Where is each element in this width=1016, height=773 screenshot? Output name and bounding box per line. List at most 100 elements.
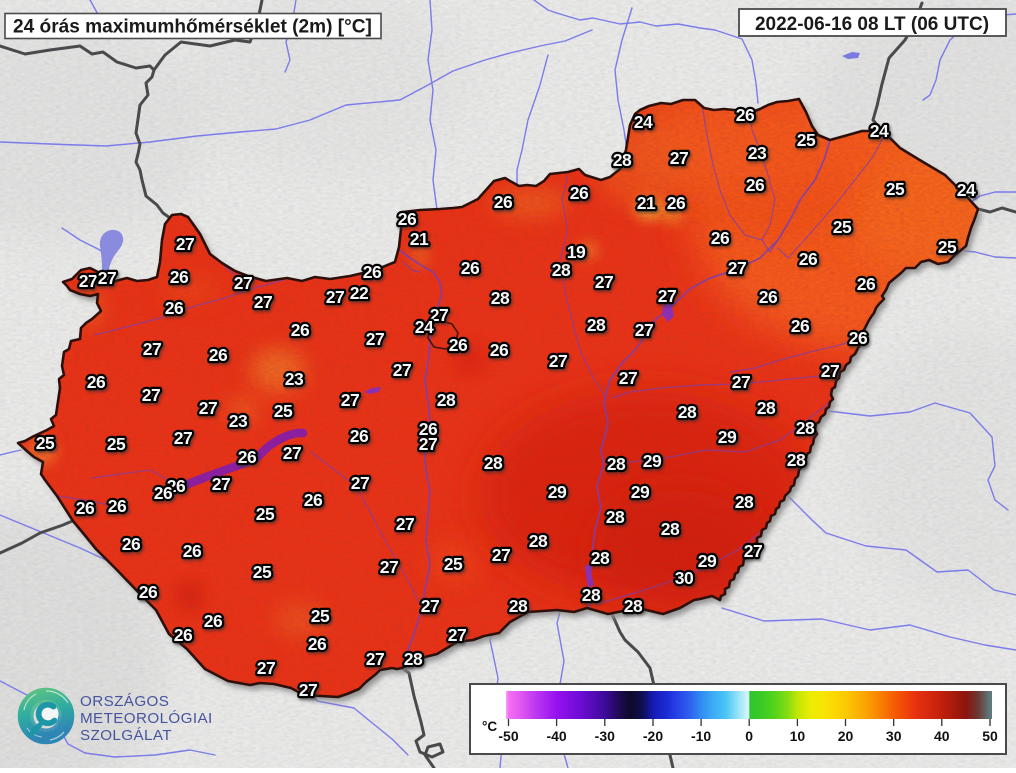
svg-text:28: 28 — [437, 390, 456, 410]
svg-text:29: 29 — [548, 482, 567, 502]
svg-text:27: 27 — [421, 596, 439, 616]
svg-text:24: 24 — [870, 121, 889, 141]
svg-text:27: 27 — [732, 372, 750, 392]
svg-text:26: 26 — [449, 335, 468, 355]
svg-text:29: 29 — [631, 482, 650, 502]
svg-text:27: 27 — [728, 258, 746, 278]
svg-text:27: 27 — [744, 541, 762, 561]
svg-text:26: 26 — [122, 534, 141, 554]
svg-text:26: 26 — [209, 345, 228, 365]
svg-text:28: 28 — [529, 531, 548, 551]
svg-text:-50: -50 — [498, 728, 518, 744]
svg-text:28: 28 — [509, 596, 528, 616]
svg-text:27: 27 — [199, 398, 217, 418]
svg-text:26: 26 — [170, 267, 189, 287]
svg-text:25: 25 — [256, 504, 275, 524]
svg-text:30: 30 — [886, 728, 902, 744]
svg-text:21: 21 — [637, 193, 656, 213]
svg-text:26: 26 — [87, 372, 106, 392]
svg-text:27: 27 — [492, 545, 510, 565]
svg-text:26: 26 — [174, 625, 193, 645]
svg-text:°C: °C — [482, 719, 497, 734]
svg-text:26: 26 — [494, 192, 513, 212]
svg-text:26: 26 — [759, 287, 778, 307]
svg-text:25: 25 — [36, 433, 55, 453]
svg-text:29: 29 — [718, 427, 737, 447]
svg-text:28: 28 — [404, 649, 423, 669]
svg-text:27: 27 — [351, 473, 369, 493]
svg-text:26: 26 — [398, 209, 417, 229]
svg-text:25: 25 — [797, 130, 816, 150]
svg-text:28: 28 — [552, 260, 571, 280]
svg-text:26: 26 — [165, 298, 184, 318]
svg-text:-40: -40 — [546, 728, 566, 744]
svg-text:27: 27 — [380, 557, 398, 577]
svg-text:26: 26 — [76, 498, 95, 518]
svg-text:26: 26 — [238, 447, 257, 467]
svg-text:27: 27 — [396, 514, 414, 534]
svg-text:23: 23 — [748, 143, 767, 163]
svg-text:28: 28 — [796, 418, 815, 438]
svg-text:26: 26 — [799, 249, 818, 269]
svg-text:27: 27 — [549, 351, 567, 371]
svg-text:26: 26 — [791, 316, 810, 336]
svg-text:27: 27 — [366, 649, 384, 669]
svg-text:28: 28 — [678, 402, 697, 422]
svg-text:27: 27 — [326, 287, 344, 307]
svg-text:28: 28 — [582, 585, 601, 605]
svg-text:26: 26 — [746, 175, 765, 195]
svg-text:25: 25 — [253, 562, 272, 582]
svg-text:28: 28 — [587, 315, 606, 335]
svg-text:27: 27 — [821, 361, 839, 381]
svg-text:27: 27 — [98, 268, 116, 288]
svg-text:28: 28 — [491, 288, 510, 308]
svg-text:25: 25 — [311, 606, 330, 626]
svg-text:26: 26 — [461, 258, 480, 278]
svg-text:24: 24 — [634, 112, 653, 132]
svg-text:26: 26 — [108, 496, 127, 516]
svg-text:2022-06-16 08 LT (06 UTC): 2022-06-16 08 LT (06 UTC) — [755, 14, 989, 35]
svg-text:23: 23 — [229, 411, 248, 431]
svg-text:26: 26 — [291, 320, 310, 340]
svg-text:29: 29 — [698, 551, 717, 571]
svg-text:27: 27 — [283, 443, 301, 463]
svg-text:SZOLGÁLAT: SZOLGÁLAT — [80, 727, 172, 744]
svg-text:24 órás maximumhőmérséklet (2m: 24 órás maximumhőmérséklet (2m) [°C] — [13, 17, 372, 38]
svg-text:27: 27 — [419, 434, 437, 454]
svg-text:50: 50 — [982, 728, 998, 744]
svg-text:24: 24 — [415, 317, 434, 337]
svg-text:26: 26 — [490, 340, 509, 360]
svg-text:26: 26 — [304, 490, 323, 510]
svg-text:25: 25 — [886, 179, 905, 199]
svg-text:25: 25 — [938, 237, 957, 257]
svg-text:10: 10 — [790, 728, 806, 744]
svg-text:27: 27 — [670, 148, 688, 168]
svg-text:26: 26 — [363, 262, 382, 282]
svg-text:27: 27 — [174, 428, 192, 448]
svg-text:26: 26 — [204, 611, 223, 631]
svg-text:25: 25 — [444, 554, 463, 574]
svg-text:25: 25 — [833, 217, 852, 237]
svg-text:27: 27 — [448, 625, 466, 645]
svg-text:27: 27 — [176, 234, 194, 254]
svg-text:27: 27 — [658, 286, 676, 306]
svg-text:28: 28 — [757, 398, 776, 418]
svg-text:30: 30 — [675, 568, 694, 588]
svg-text:27: 27 — [366, 329, 384, 349]
svg-text:28: 28 — [606, 507, 625, 527]
svg-text:28: 28 — [591, 548, 610, 568]
svg-text:28: 28 — [484, 453, 503, 473]
svg-text:20: 20 — [838, 728, 854, 744]
svg-text:23: 23 — [285, 369, 304, 389]
svg-text:28: 28 — [787, 450, 806, 470]
svg-text:26: 26 — [154, 483, 173, 503]
svg-text:28: 28 — [624, 596, 643, 616]
svg-text:27: 27 — [212, 474, 230, 494]
svg-text:27: 27 — [254, 292, 272, 312]
svg-text:28: 28 — [607, 454, 626, 474]
svg-text:26: 26 — [849, 328, 868, 348]
svg-text:27: 27 — [393, 360, 411, 380]
svg-text:27: 27 — [142, 385, 160, 405]
svg-text:27: 27 — [299, 680, 317, 700]
svg-text:29: 29 — [643, 451, 662, 471]
